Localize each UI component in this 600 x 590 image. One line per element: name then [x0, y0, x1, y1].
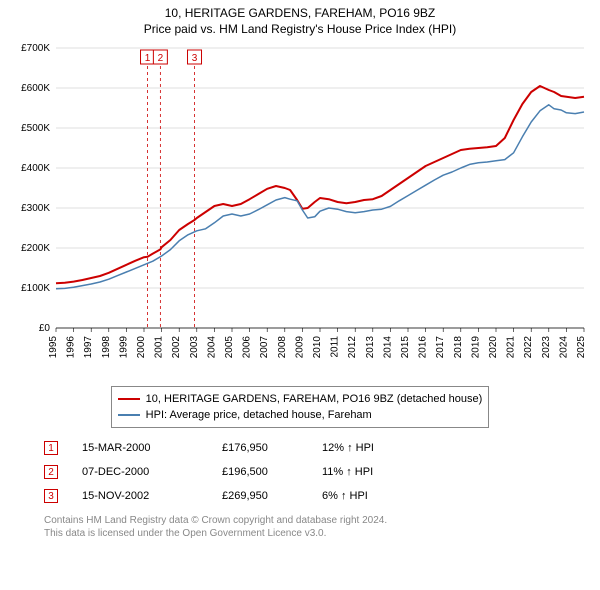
svg-text:1999: 1999 — [118, 336, 129, 359]
sale-date: 15-MAR-2000 — [82, 442, 222, 454]
svg-text:£700K: £700K — [21, 43, 50, 54]
legend-box: 10, HERITAGE GARDENS, FAREHAM, PO16 9BZ … — [111, 386, 490, 428]
svg-text:2: 2 — [158, 53, 164, 64]
sale-price: £269,950 — [222, 490, 322, 502]
svg-text:2002: 2002 — [171, 336, 182, 359]
svg-text:1997: 1997 — [83, 336, 94, 359]
legend-swatch — [118, 398, 140, 400]
sale-delta: 12% ↑ HPI — [322, 442, 422, 454]
legend-label: HPI: Average price, detached house, Fare… — [146, 409, 372, 421]
sale-marker: 3 — [44, 489, 58, 503]
sale-price: £196,500 — [222, 466, 322, 478]
svg-text:2016: 2016 — [418, 336, 429, 359]
sale-date: 15-NOV-2002 — [82, 490, 222, 502]
svg-text:2010: 2010 — [312, 336, 323, 359]
svg-text:2021: 2021 — [506, 336, 517, 359]
svg-text:2025: 2025 — [576, 336, 587, 359]
footer-line-2: This data is licensed under the Open Gov… — [44, 527, 592, 540]
svg-text:2004: 2004 — [206, 336, 217, 359]
svg-text:2008: 2008 — [277, 336, 288, 359]
legend-row: HPI: Average price, detached house, Fare… — [118, 407, 483, 423]
svg-text:2023: 2023 — [541, 336, 552, 359]
sale-delta: 11% ↑ HPI — [322, 466, 422, 478]
sale-date: 07-DEC-2000 — [82, 466, 222, 478]
svg-text:2022: 2022 — [523, 336, 534, 359]
chart-subtitle: Price paid vs. HM Land Registry's House … — [8, 22, 592, 36]
svg-text:£300K: £300K — [21, 203, 50, 214]
legend-swatch — [118, 414, 140, 416]
svg-text:2019: 2019 — [470, 336, 481, 359]
svg-text:1996: 1996 — [66, 336, 77, 359]
svg-text:2009: 2009 — [294, 336, 305, 359]
svg-text:2003: 2003 — [189, 336, 200, 359]
svg-text:2006: 2006 — [242, 336, 253, 359]
svg-text:£0: £0 — [39, 323, 51, 334]
svg-text:2015: 2015 — [400, 336, 411, 359]
svg-text:£500K: £500K — [21, 123, 50, 134]
svg-text:£600K: £600K — [21, 83, 50, 94]
svg-text:2005: 2005 — [224, 336, 235, 359]
sale-price: £176,950 — [222, 442, 322, 454]
sale-delta: 6% ↑ HPI — [322, 490, 422, 502]
chart-area: £0 £100K £200K £300K £400K £500K £600K £700K 199… — [8, 40, 592, 380]
svg-text:3: 3 — [192, 53, 198, 64]
sale-marker: 2 — [44, 465, 58, 479]
chart-title: 10, HERITAGE GARDENS, FAREHAM, PO16 9BZ — [8, 6, 592, 20]
legend-row: 10, HERITAGE GARDENS, FAREHAM, PO16 9BZ … — [118, 391, 483, 407]
svg-text:1: 1 — [145, 53, 151, 64]
legend-label: 10, HERITAGE GARDENS, FAREHAM, PO16 9BZ … — [146, 393, 483, 405]
svg-text:2001: 2001 — [154, 336, 165, 359]
svg-text:£200K: £200K — [21, 243, 50, 254]
svg-text:2018: 2018 — [453, 336, 464, 359]
svg-text:£100K: £100K — [21, 283, 50, 294]
svg-text:2000: 2000 — [136, 336, 147, 359]
footer-attribution: Contains HM Land Registry data © Crown c… — [44, 514, 592, 540]
sale-row: 3 15-NOV-2002£269,9506% ↑ HPI — [44, 484, 592, 508]
svg-text:2011: 2011 — [330, 336, 341, 358]
line-chart-svg: £0 £100K £200K £300K £400K £500K £600K £700K 199… — [8, 40, 592, 380]
svg-text:1998: 1998 — [101, 336, 112, 359]
svg-text:1995: 1995 — [48, 336, 59, 359]
sale-marker: 1 — [44, 441, 58, 455]
svg-text:2013: 2013 — [365, 336, 376, 359]
svg-text:2012: 2012 — [347, 336, 358, 359]
svg-text:2024: 2024 — [558, 336, 569, 359]
sales-table: 1 15-MAR-2000£176,95012% ↑ HPI 2 07-DEC-200… — [44, 436, 592, 508]
sale-row: 2 07-DEC-2000£196,50011% ↑ HPI — [44, 460, 592, 484]
sale-row: 1 15-MAR-2000£176,95012% ↑ HPI — [44, 436, 592, 460]
svg-text:2020: 2020 — [488, 336, 499, 359]
svg-text:2017: 2017 — [435, 336, 446, 359]
svg-text:2007: 2007 — [259, 336, 270, 359]
svg-text:£400K: £400K — [21, 163, 50, 174]
footer-line-1: Contains HM Land Registry data © Crown c… — [44, 514, 592, 527]
svg-text:2014: 2014 — [382, 336, 393, 359]
